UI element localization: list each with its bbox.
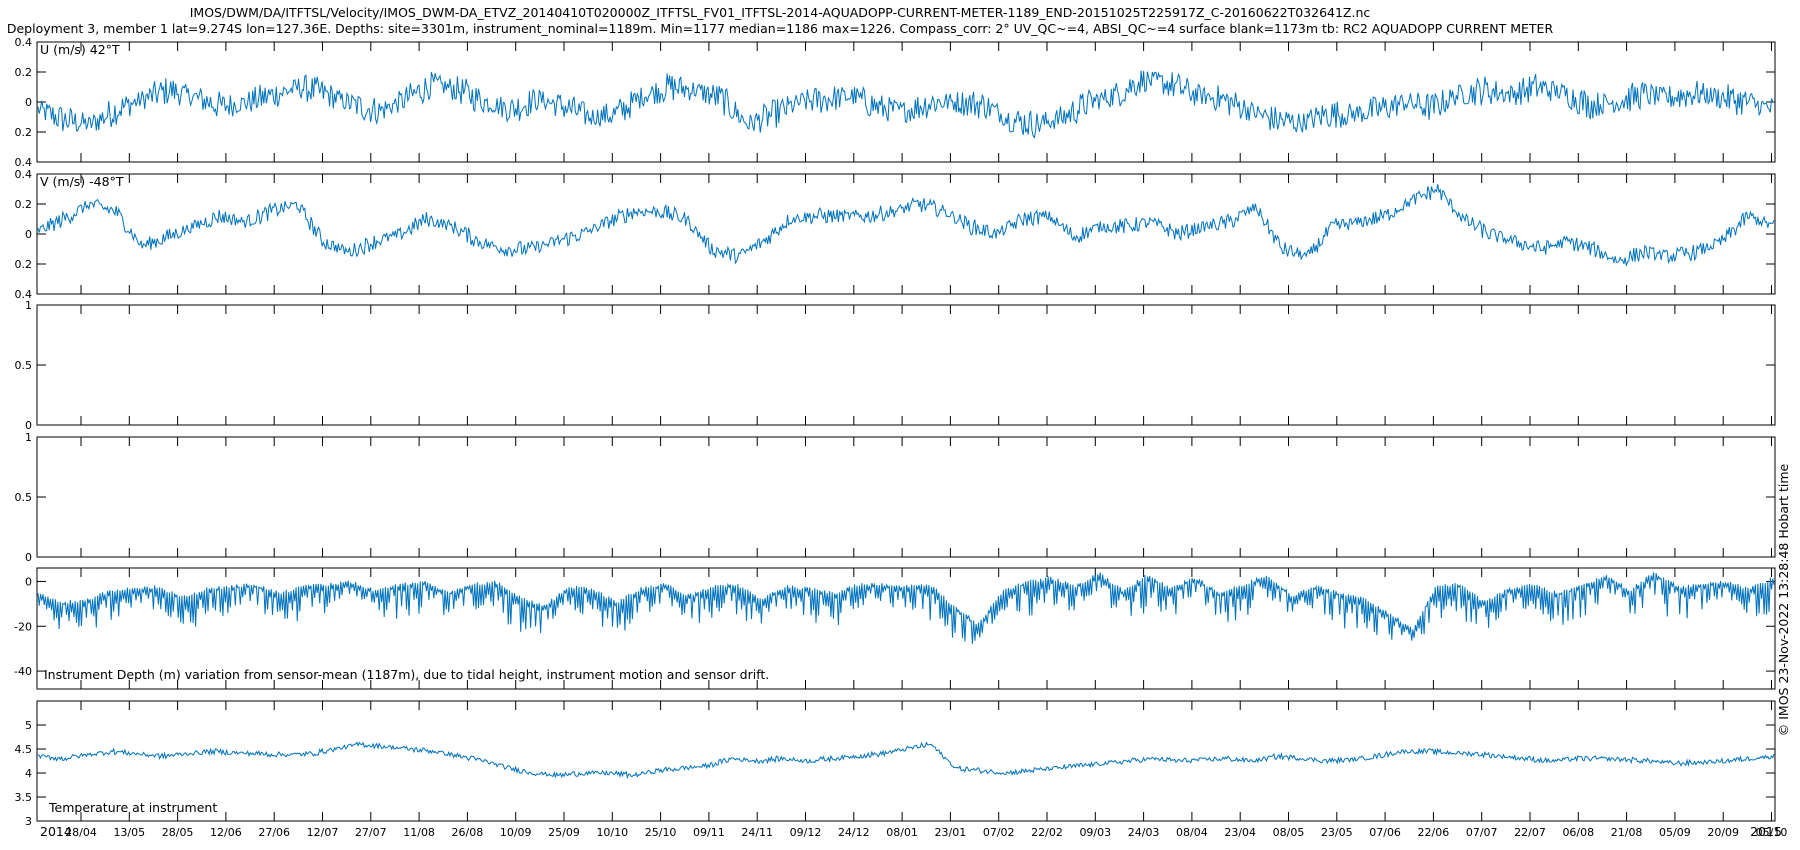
- x-axis: 28/04 13/05 28/05 12/06 27/06 12/07 27/07 11/08…: [40, 824, 1787, 839]
- y-tick-label: -20: [14, 620, 32, 633]
- x-tick-label: 24/12: [838, 826, 870, 839]
- y-tick-label: 0: [25, 228, 32, 241]
- x-tick-label: 08/04: [1176, 826, 1208, 839]
- panel-1-frame: [36, 41, 1776, 163]
- x-tick-label: 24/03: [1128, 826, 1160, 839]
- panel-2-frame: [36, 173, 1776, 295]
- x-year-label-end: 2015: [1750, 824, 1782, 839]
- x-tick-label: 21/08: [1611, 826, 1643, 839]
- y-tick-label: 0.4: [15, 36, 33, 49]
- x-tick-label: 22/02: [1031, 826, 1063, 839]
- panel-1-series-line: [37, 70, 1775, 139]
- panel-5-frame: [36, 567, 1776, 690]
- y-tick-label: 0.4: [15, 168, 33, 181]
- y-tick-label: 0.2: [15, 66, 33, 79]
- panel-6-label: Temperature at instrument: [48, 800, 217, 815]
- panel-6-frame: [36, 700, 1776, 822]
- panel-3: 10.50: [15, 299, 1776, 432]
- y-tick-label: 0: [25, 575, 32, 588]
- x-tick-label: 24/11: [741, 826, 773, 839]
- panel-2: 0.4 0.2 0 0.2 0.4 V (m/s) -48°T: [15, 168, 1776, 301]
- x-tick-label: 25/09: [548, 826, 580, 839]
- y-tick-label: 0.5: [15, 491, 33, 504]
- x-tick-label: 05/10: [1756, 826, 1788, 839]
- x-tick-label: 05/09: [1659, 826, 1691, 839]
- figure-title-line-2: Deployment 3, member 1 lat=9.274S lon=12…: [7, 21, 1554, 36]
- y-tick-label: 0: [25, 419, 32, 432]
- y-tick-label: 4: [25, 767, 32, 780]
- panels: 0.4 0.2 0 0.2 0.4 U (m/s) 42°T 0.4 0.2 0 0.2 0.4 V …: [14, 36, 1776, 828]
- x-tick-label: 09/03: [1079, 826, 1111, 839]
- x-tick-label: 07/02: [983, 826, 1015, 839]
- x-tick-label: 23/05: [1321, 826, 1353, 839]
- y-tick-label: 3: [25, 815, 32, 828]
- x-tick-label: 25/10: [645, 826, 677, 839]
- x-tick-label: 26/08: [452, 826, 484, 839]
- x-tick-label: 28/05: [162, 826, 194, 839]
- x-tick-label: 07/07: [1466, 826, 1498, 839]
- panel-2-label: V (m/s) -48°T: [40, 174, 124, 189]
- figure-title-line-1: IMOS/DWM/DA/ITFTSL/Velocity/IMOS_DWM-DA_…: [190, 5, 1371, 20]
- y-tick-label: 0.2: [15, 258, 33, 271]
- y-tick-label: 0.2: [15, 126, 33, 139]
- y-tick-label: 4.5: [15, 743, 33, 756]
- x-tick-label: 09/11: [693, 826, 725, 839]
- x-tick-label: 28/04: [65, 826, 97, 839]
- x-tick-label: 23/01: [935, 826, 967, 839]
- x-tick-label: 22/07: [1514, 826, 1546, 839]
- panel-5: 0 -20 -40 Instrument Depth (m) variation fr…: [14, 567, 1776, 690]
- x-tick-label: 12/06: [210, 826, 242, 839]
- y-tick-label: 3.5: [15, 791, 33, 804]
- x-tick-label: 10/10: [596, 826, 628, 839]
- x-tick-label: 27/06: [258, 826, 290, 839]
- panel-5-label: Instrument Depth (m) variation from sens…: [44, 667, 769, 682]
- panel-2-series-line: [37, 184, 1775, 266]
- panel-5-series-line: [37, 572, 1775, 644]
- y-tick-label: 0.2: [15, 198, 33, 211]
- timestamp-stamp: © IMOS 23-Nov-2022 13:28:48 Hobart time: [1776, 463, 1791, 736]
- y-tick-label: -40: [14, 665, 32, 678]
- y-tick-label: 0.4: [15, 156, 33, 169]
- x-tick-label: 07/06: [1369, 826, 1401, 839]
- x-tick-label: 23/04: [1224, 826, 1256, 839]
- x-tick-label: 10/09: [500, 826, 532, 839]
- x-tick-label: 11/08: [403, 826, 435, 839]
- x-tick-label: 13/05: [113, 826, 145, 839]
- y-tick-label: 1: [25, 299, 32, 312]
- y-tick-label: 0.4: [15, 288, 33, 301]
- y-tick-label: 0: [25, 96, 32, 109]
- panel-6: 5 4.5 4 3.5 3 Temperature at instrument: [15, 700, 1776, 828]
- y-tick-label: 0.5: [15, 359, 33, 372]
- panel-4: 10.50: [15, 431, 1776, 564]
- panel-1-label: U (m/s) 42°T: [40, 42, 120, 57]
- panel-3-frame: [36, 304, 1776, 426]
- x-year-label-start: 2014: [40, 824, 72, 839]
- panel-6-series-line: [37, 741, 1775, 780]
- x-tick-label: 27/07: [355, 826, 387, 839]
- y-tick-label: 5: [25, 719, 32, 732]
- panel-4-frame: [36, 436, 1776, 558]
- y-tick-label: 0: [25, 551, 32, 564]
- y-tick-label: 1: [25, 431, 32, 444]
- x-tick-label: 22/06: [1418, 826, 1450, 839]
- x-tick-label: 12/07: [307, 826, 339, 839]
- x-tick-label: 08/01: [886, 826, 918, 839]
- panel-1: 0.4 0.2 0 0.2 0.4 U (m/s) 42°T: [15, 36, 1776, 169]
- x-tick-label: 08/05: [1273, 826, 1305, 839]
- x-tick-label: 20/09: [1707, 826, 1739, 839]
- x-tick-label: 06/08: [1562, 826, 1594, 839]
- x-tick-label: 09/12: [790, 826, 822, 839]
